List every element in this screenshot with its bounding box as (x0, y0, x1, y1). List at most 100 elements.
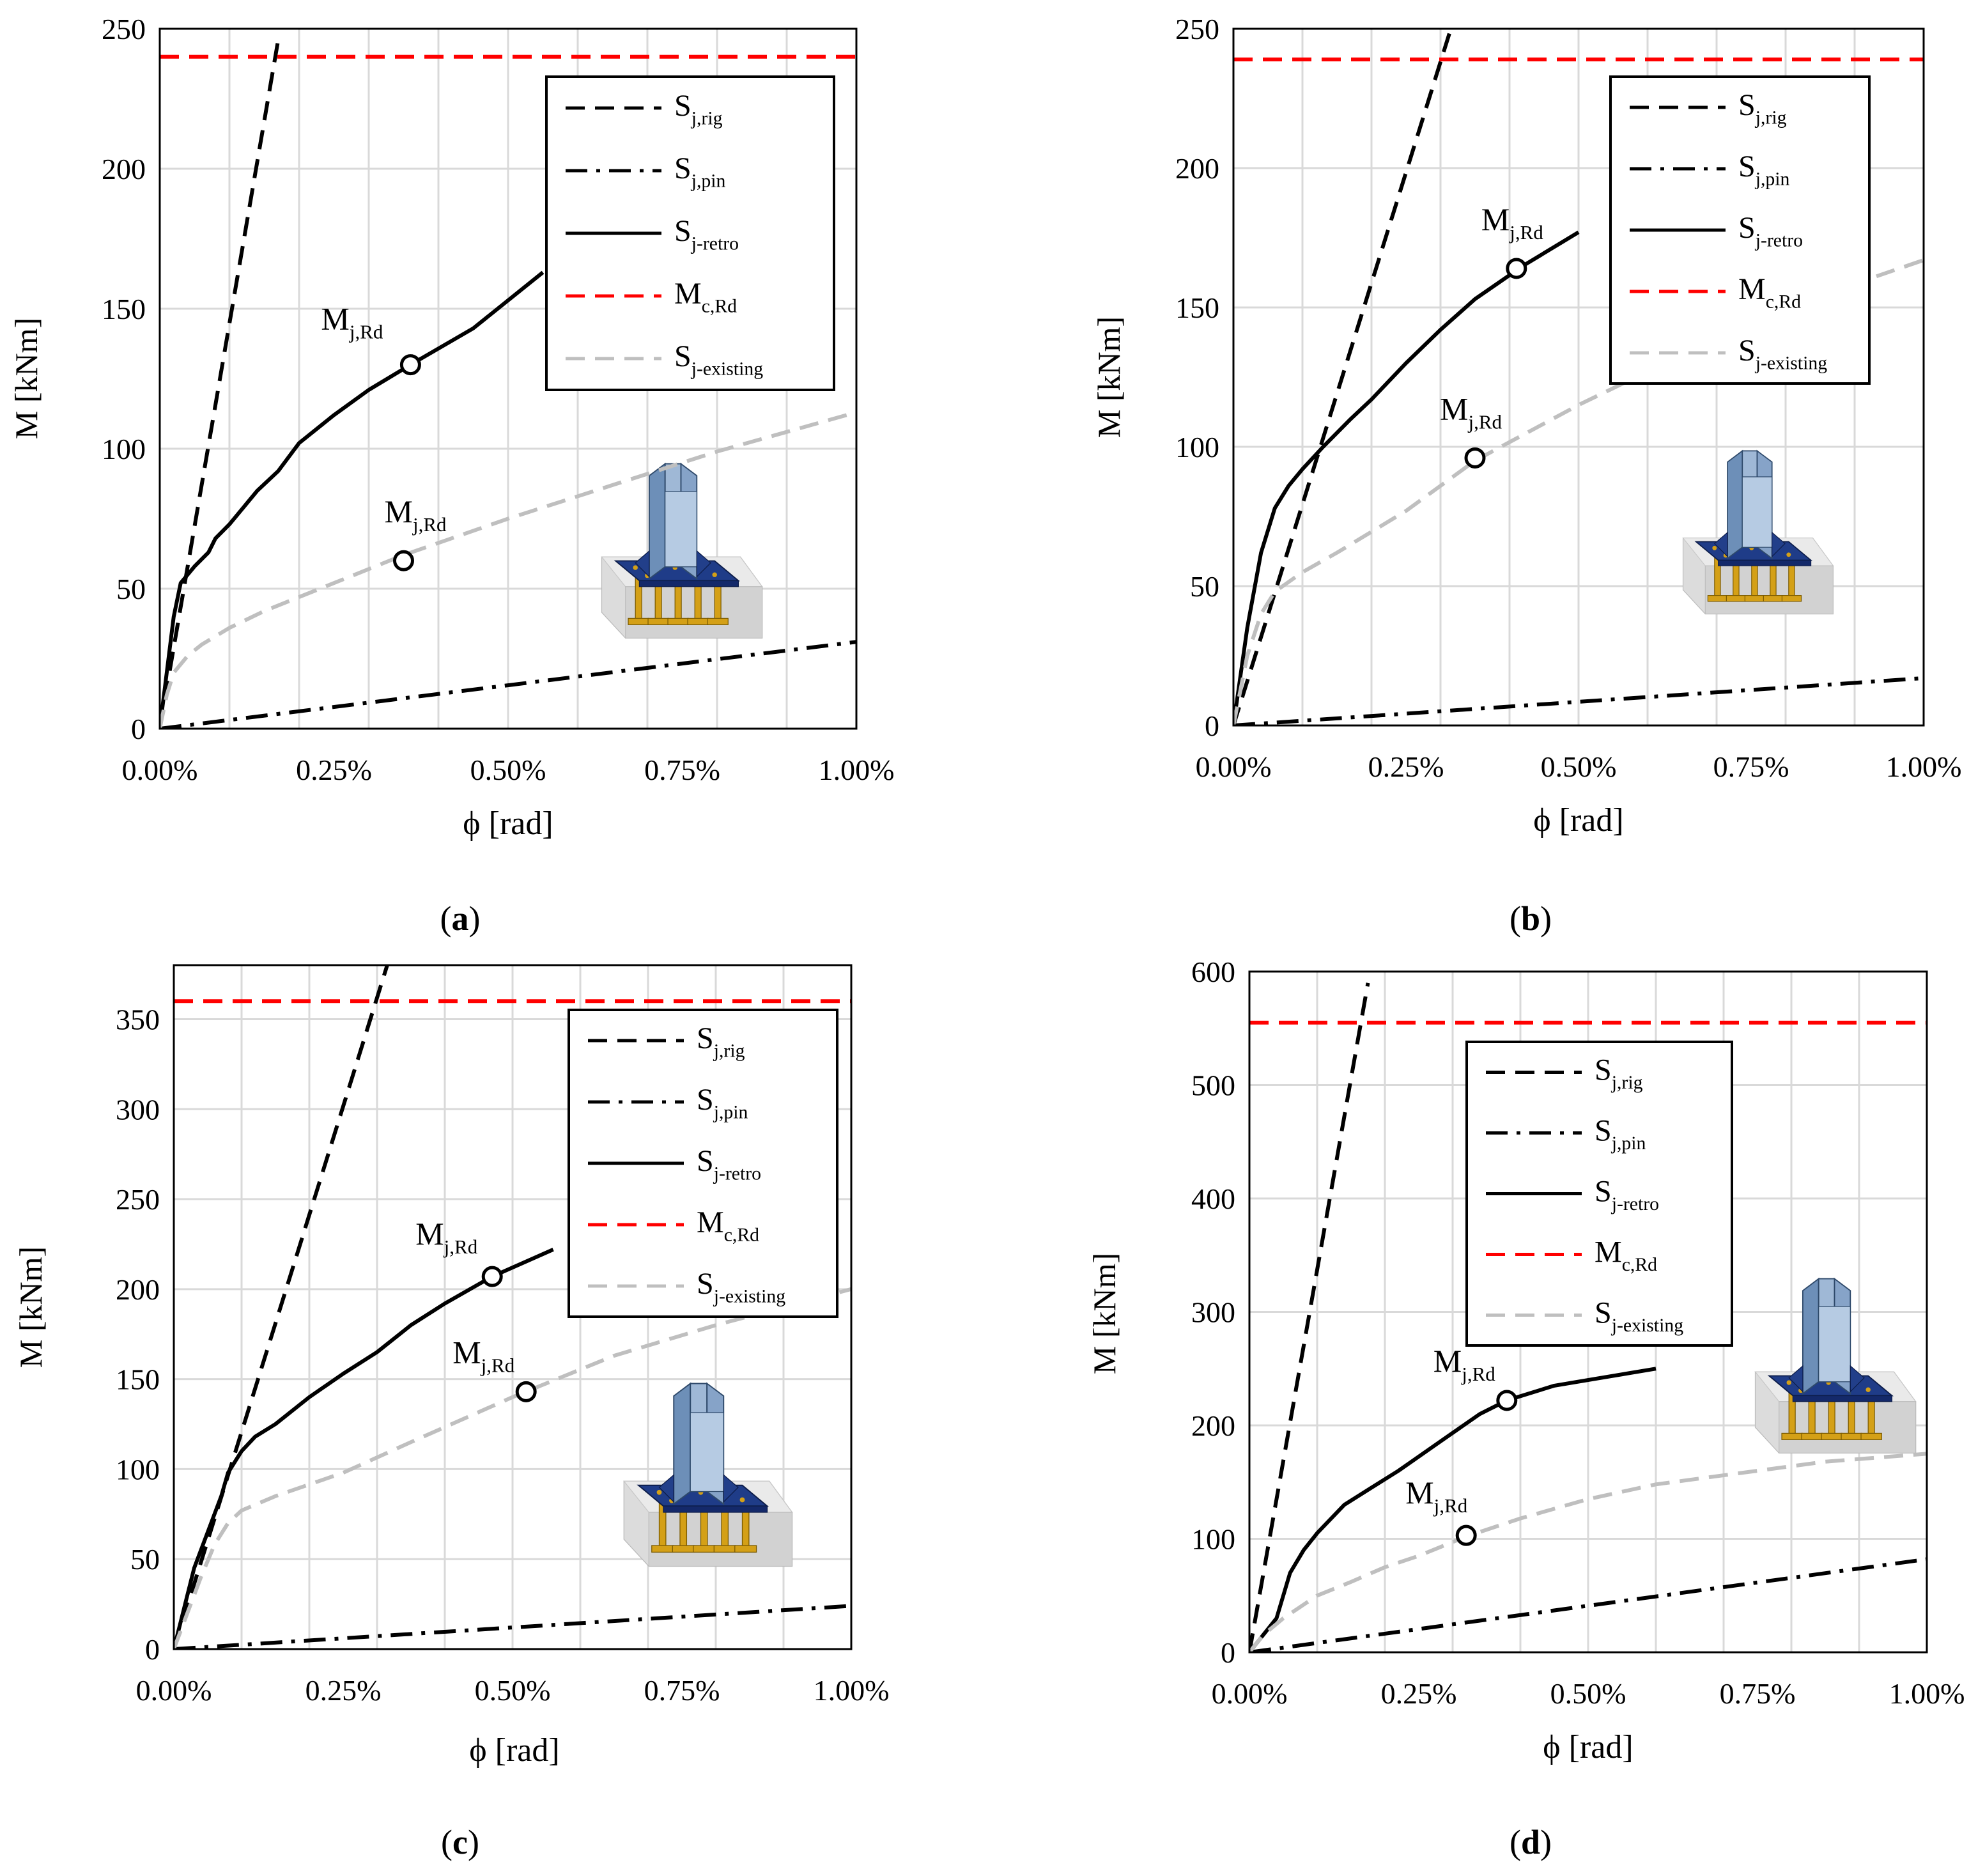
legend-label-s-j-retro-main: S (1738, 211, 1756, 245)
legend-label-s-j-pin-sub: j,pin (1611, 1133, 1646, 1154)
y-tick-label-3: 150 (1175, 291, 1219, 324)
annotation-mj-rd-0-main: M (321, 301, 349, 337)
x-tick-label-0: 0.00% (136, 1674, 212, 1707)
legend-label-s-j-rig: Sj,rig (697, 1021, 745, 1061)
y-tick-label-4: 200 (102, 153, 146, 185)
panel-c-plot-frame (173, 964, 853, 1650)
legend-label-m-c-rd-main: M (697, 1205, 724, 1239)
panel-a-caption-letter: a (452, 899, 469, 938)
panel-a-x-ticks: 0.00% 0.25% 0.50% 0.75% 1.00% (122, 754, 895, 786)
x-tick-label-0: 0.00% (122, 754, 198, 786)
panel-d-caption-letter: d (1521, 1823, 1540, 1861)
y-tick-label-2: 200 (1191, 1409, 1235, 1442)
annotation-mj-rd-0-main: M (1433, 1343, 1462, 1379)
legend-label-m-c-rd: Mc,Rd (1595, 1236, 1657, 1275)
series-s-j-existing (1249, 1452, 1927, 1652)
base-plate-illustration (1682, 450, 1834, 615)
panel-b-x-ticks: 0.00% 0.25% 0.50% 0.75% 1.00% (1196, 750, 1962, 783)
legend-label-s-j-rig: Sj,rig (674, 89, 723, 128)
panel-c-x-ticks: 0.00% 0.25% 0.50% 0.75% 1.00% (136, 1674, 890, 1707)
legend-label-s-j-existing-main: S (674, 339, 691, 373)
annotation-mj-rd-1-main: M (452, 1334, 481, 1370)
legend-label-m-c-rd-sub: c,Rd (724, 1224, 759, 1245)
x-tick-label-2: 0.50% (1541, 750, 1617, 783)
marker-mj-rd-0 (481, 1266, 503, 1287)
legend-label-s-j-rig-main: S (1738, 88, 1756, 122)
legend-label-s-j-pin: Sj,pin (1738, 150, 1790, 189)
legend-label-s-j-rig-sub: j,rig (691, 107, 723, 128)
legend-label-s-j-existing-main: S (1738, 334, 1756, 368)
legend-label-s-j-existing-sub: j-existing (713, 1285, 786, 1306)
legend-label-s-j-pin-main: S (674, 151, 691, 185)
series-s-j-existing (174, 1287, 851, 1649)
annotation-mj-rd-1: Mj,Rd (1440, 391, 1502, 433)
panel-d-x-axis-label: ϕ [rad] (1543, 1729, 1633, 1765)
y-tick-label-5: 250 (102, 13, 146, 45)
legend-label-s-j-retro-sub: j-retro (691, 233, 739, 254)
legend-label-s-j-existing: Sj-existing (1595, 1296, 1683, 1336)
legend-label-s-j-rig-main: S (1595, 1053, 1612, 1087)
y-tick-label-0: 0 (1221, 1636, 1235, 1669)
panel-d-x-ticks: 0.00% 0.25% 0.50% 0.75% 1.00% (1212, 1677, 1965, 1710)
y-tick-label-2: 100 (116, 1453, 160, 1485)
x-tick-label-1: 0.25% (1368, 750, 1444, 783)
y-tick-label-2: 100 (102, 433, 146, 465)
annotation-mj-rd-1: Mj,Rd (1405, 1475, 1468, 1517)
legend-label-m-c-rd-main: M (1738, 272, 1766, 306)
y-tick-label-3: 150 (116, 1363, 160, 1396)
legend-label-s-j-pin-main: S (697, 1083, 714, 1117)
y-tick-label-4: 200 (1175, 152, 1219, 185)
annotation-mj-rd-0: Mj,Rd (321, 301, 383, 343)
y-tick-label-1: 50 (1190, 570, 1219, 603)
legend-label-m-c-rd-main: M (1595, 1236, 1622, 1269)
legend-label-s-j-retro-main: S (697, 1144, 714, 1178)
x-tick-label-4: 1.00% (819, 754, 895, 786)
legend-label-m-c-rd-sub: c,Rd (1766, 291, 1801, 312)
annotation-mj-rd-0: Mj,Rd (1481, 201, 1544, 244)
legend-label-s-j-rig-main: S (697, 1021, 714, 1055)
x-tick-label-3: 0.75% (644, 754, 720, 786)
series-s-j-pin (1249, 1557, 1927, 1652)
panel-b-caption: (b) (1510, 899, 1552, 938)
x-tick-label-3: 0.75% (1720, 1677, 1796, 1710)
x-tick-label-3: 0.75% (644, 1674, 720, 1707)
annotation-mj-rd-1-sub: j,Rd (412, 513, 447, 536)
x-tick-label-3: 0.75% (1713, 750, 1789, 783)
legend-label-s-j-retro-main: S (674, 214, 691, 248)
annotation-mj-rd-0-main: M (415, 1216, 444, 1252)
panel-b-plot-frame (1232, 27, 1925, 727)
marker-mj-rd-0 (1496, 1390, 1518, 1411)
legend-label-s-j-rig: Sj,rig (1595, 1053, 1643, 1093)
x-tick-label-4: 1.00% (814, 1674, 890, 1707)
legend-label-m-c-rd-sub: c,Rd (702, 295, 737, 316)
x-tick-label-4: 1.00% (1886, 750, 1962, 783)
annotation-mj-rd-1-main: M (1405, 1475, 1433, 1510)
y-tick-label-1: 50 (116, 573, 146, 605)
legend-label-s-j-pin-main: S (1595, 1114, 1612, 1148)
series-s-j-rig (1233, 29, 1453, 725)
legend-label-s-j-retro: Sj-retro (674, 214, 739, 254)
legend-label-s-j-pin: Sj,pin (674, 151, 726, 191)
series-s-j-pin (174, 1604, 851, 1649)
legend-label-s-j-rig-sub: j,rig (713, 1040, 745, 1061)
panel-d-caption: (d) (1510, 1823, 1552, 1861)
x-tick-label-0: 0.00% (1196, 750, 1272, 783)
x-tick-label-1: 0.25% (1381, 1677, 1457, 1710)
legend-label-s-j-rig-main: S (674, 89, 691, 123)
panel-c-y-ticks: 0 50 100 150 200 250 300 350 (116, 1003, 160, 1666)
marker-mj-rd-0 (399, 354, 421, 376)
panel-a-plot-frame (158, 27, 858, 730)
y-tick-label-7: 350 (116, 1003, 160, 1035)
legend-label-s-j-existing: Sj-existing (674, 339, 763, 379)
series-s-j-retro (1233, 230, 1580, 725)
x-tick-label-1: 0.25% (296, 754, 372, 786)
annotation-mj-rd-1: Mj,Rd (385, 493, 447, 536)
